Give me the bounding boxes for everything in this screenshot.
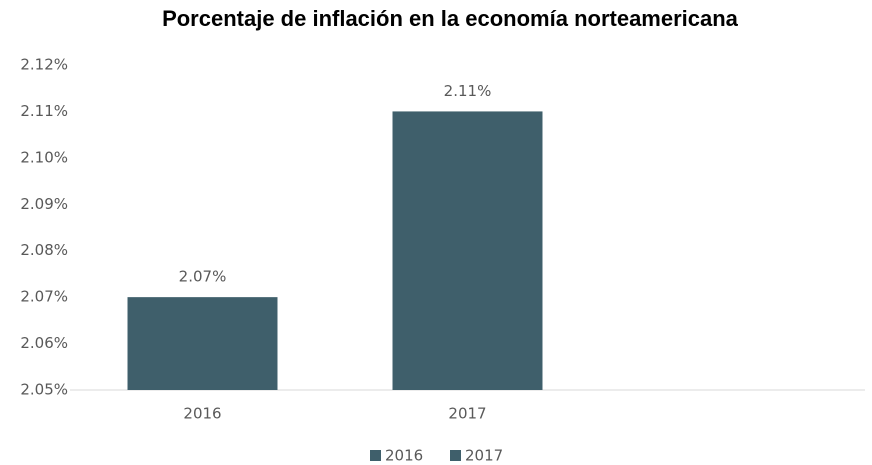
- y-tick-label: 2.07%: [20, 288, 68, 306]
- legend-swatch: [370, 450, 381, 461]
- legend-label: 2017: [465, 447, 503, 465]
- bar: [392, 111, 543, 390]
- data-label: 2.07%: [179, 268, 227, 286]
- y-tick-label: 2.08%: [20, 241, 68, 259]
- x-tick-label: 2016: [183, 405, 221, 423]
- y-tick-label: 2.09%: [20, 195, 68, 213]
- legend-swatch: [450, 450, 461, 461]
- y-tick-label: 2.06%: [20, 334, 68, 352]
- y-tick-label: 2.12%: [20, 56, 68, 74]
- chart-title: Porcentaje de inflación en la economía n…: [162, 6, 739, 31]
- y-tick-label: 2.05%: [20, 381, 68, 399]
- bar: [127, 297, 278, 390]
- y-tick-label: 2.11%: [20, 102, 68, 120]
- y-tick-label: 2.10%: [20, 148, 68, 166]
- x-tick-label: 2017: [448, 405, 486, 423]
- legend-label: 2016: [385, 447, 423, 465]
- data-label: 2.11%: [444, 82, 492, 100]
